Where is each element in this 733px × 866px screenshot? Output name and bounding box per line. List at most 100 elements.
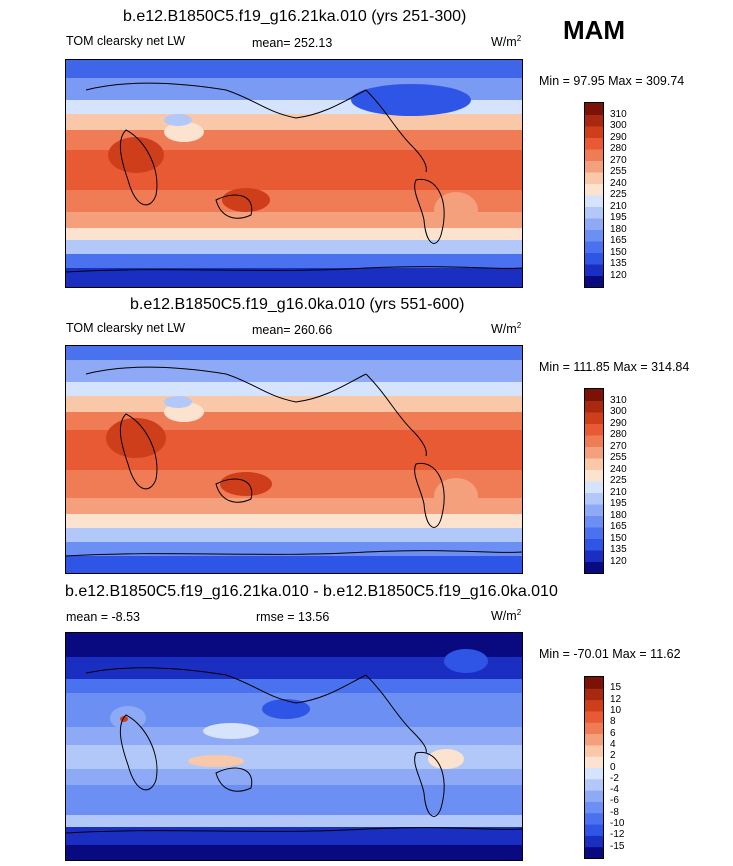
colorbar-swatch [585,561,603,573]
colorbar-tick-label: 210 [610,486,627,498]
colorbar-tick-label: 2 [610,750,616,762]
colorbar-tick-label: 135 [610,258,627,269]
colorbar-swatch [585,744,603,757]
colorbar-swatch [585,733,603,746]
colorbar-swatch [585,229,603,242]
panel3-map [65,632,523,861]
colorbar-swatch [585,504,603,516]
season-label: MAM [563,15,626,45]
colorbar-tick-label: 120 [610,555,627,567]
colorbar-tick-label: 150 [610,532,627,544]
colorbar-swatch [585,790,603,802]
colorbar-swatch [585,835,603,848]
colorbar-swatch [585,492,603,505]
colorbar-swatch [585,103,603,115]
colorbar-swatch [585,446,603,459]
colorbar-tick-label: 225 [610,189,627,200]
panel2-title: b.e12.B1850C5.f19_g16.0ka.010 (yrs 551-6… [130,296,465,313]
colorbar-swatch [585,688,603,701]
colorbar-tick-label: 12 [610,693,622,705]
colorbar-swatch [585,218,603,230]
colorbar-swatch [585,252,603,265]
colorbar-tick-label: 6 [610,727,616,739]
panel2-map [65,345,523,574]
colorbar-tick-label: 120 [610,269,627,281]
colorbar-tick-label: -6 [610,795,619,807]
colorbar-tick-label: 180 [610,223,627,235]
colorbar-tick-label: 280 [610,143,627,154]
panel1-colorbar-swatches [585,103,603,287]
colorbar-swatch [585,195,603,207]
panel3-rmse: rmse = 13.56 [256,610,330,624]
colorbar-tick-label: 10 [610,704,622,716]
colorbar-tick-label: 135 [610,544,627,555]
colorbar-swatch [585,778,603,791]
panel1-colorbar [584,102,604,288]
colorbar-swatch [585,160,603,173]
colorbar-tick-label: 0 [610,761,616,773]
colorbar-tick-label: 150 [610,246,627,258]
colorbar-swatch [585,435,603,447]
colorbar-swatch [585,114,603,127]
colorbar-tick-label: 290 [610,131,627,143]
colorbar-swatch [585,801,603,814]
colorbar-swatch [585,137,603,150]
colorbar-tick-label: -12 [610,829,625,841]
colorbar-tick-label: 165 [610,521,627,532]
colorbar-swatch [585,412,603,424]
panel2-units: W/m2 [491,321,522,337]
colorbar-swatch [585,722,603,735]
panel3-map-field [66,633,522,860]
colorbar-tick-label: 225 [610,475,627,486]
colorbar-swatch [585,538,603,551]
colorbar-swatch [585,527,603,539]
panel1-variable: TOM clearsky net LW [66,34,186,48]
panel3-units: W/m2 [491,608,522,624]
panel2-colorbar-swatches [585,389,603,573]
colorbar-swatch [585,126,603,138]
colorbar-swatch [585,469,603,482]
colorbar-tick-label: -2 [610,772,619,784]
panel1-map [65,59,523,288]
panel1-minmax: Min = 97.95 Max = 309.74 [539,74,685,88]
colorbar-tick-label: 255 [610,452,627,463]
colorbar-tick-label: 300 [610,406,627,417]
colorbar-tick-label: 210 [610,200,627,212]
colorbar-swatch [585,400,603,413]
colorbar-swatch [585,264,603,276]
panel2-colorbar [584,388,604,574]
colorbar-swatch [585,767,603,780]
colorbar-tick-label: 255 [610,166,627,177]
colorbar-swatch [585,423,603,436]
panel2-variable: TOM clearsky net LW [66,321,186,335]
panel3-title: b.e12.B1850C5.f19_g16.21ka.010 - b.e12.B… [65,583,558,600]
colorbar-swatch [585,389,603,401]
colorbar-swatch [585,515,603,528]
panel3-minmax: Min = -70.01 Max = 11.62 [539,647,681,661]
colorbar-swatch [585,275,603,287]
panel2-map-field [66,346,522,573]
colorbar-tick-label: -8 [610,806,619,818]
colorbar-tick-label: -10 [610,818,625,830]
colorbar-tick-label: 15 [610,682,622,694]
colorbar-tick-label: 280 [610,429,627,440]
colorbar-swatch [585,206,603,219]
colorbar-swatch [585,824,603,836]
panel1-units: W/m2 [491,34,522,50]
colorbar-swatch [585,481,603,493]
colorbar-swatch [585,550,603,562]
colorbar-tick-label: -4 [610,784,619,796]
colorbar-swatch [585,183,603,196]
colorbar-tick-label: 300 [610,120,627,131]
colorbar-tick-label: 290 [610,417,627,429]
colorbar-tick-label: 310 [610,108,627,120]
colorbar-tick-label: 4 [610,738,616,750]
colorbar-swatch [585,812,603,825]
colorbar-swatch [585,846,603,858]
colorbar-swatch [585,172,603,184]
colorbar-tick-label: 180 [610,509,627,521]
colorbar-swatch [585,241,603,253]
colorbar-tick-label: 270 [610,154,627,166]
panel3-colorbar-swatches [585,677,603,858]
colorbar-swatch [585,149,603,161]
